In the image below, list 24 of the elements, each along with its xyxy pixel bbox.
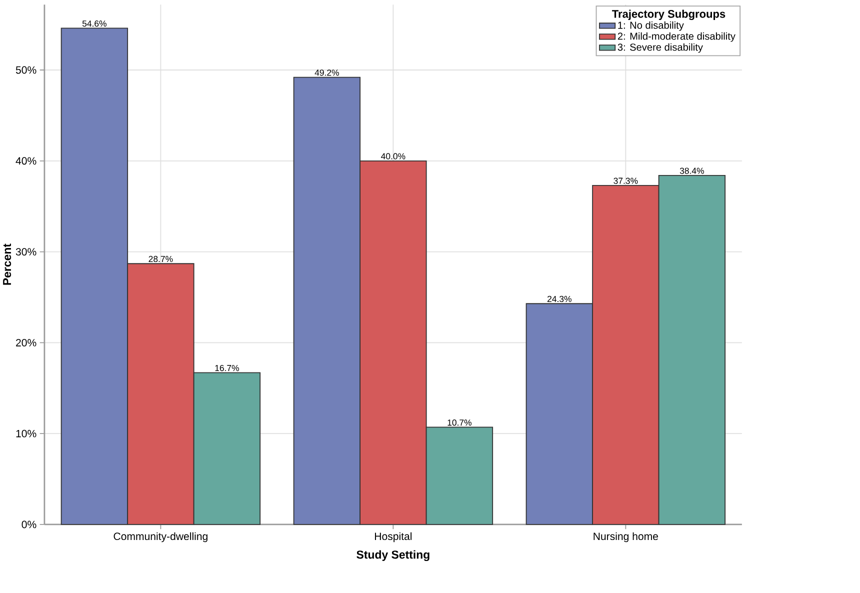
y-tick-label: 50% xyxy=(16,66,36,74)
legend-label: 2: Mild-moderate disability xyxy=(618,32,736,42)
data-label: 10.7% xyxy=(448,420,472,426)
data-label: 54.6% xyxy=(82,20,106,27)
x-tick-label: Nursing home xyxy=(594,532,658,542)
y-axis-title: Percent xyxy=(3,244,12,285)
legend-label: 3: Severe disability xyxy=(618,44,703,53)
data-label: 24.3% xyxy=(548,296,572,302)
x-tick-label: Community-dwelling xyxy=(114,532,208,542)
x-axis-title: Study Setting xyxy=(356,550,430,562)
y-tick-label: 40% xyxy=(16,157,36,165)
data-label: 49.2% xyxy=(314,70,339,76)
x-tick-label: Hospital xyxy=(375,532,412,542)
y-tick-label: 30% xyxy=(16,248,36,256)
data-label: 38.4% xyxy=(680,168,704,174)
data-label: 37.3% xyxy=(614,178,638,184)
data-label: 40.0% xyxy=(381,153,406,160)
y-tick-label: 10% xyxy=(16,430,36,438)
legend-label: 1: No disability xyxy=(618,22,684,31)
legend-title: Trajectory Subgroups xyxy=(612,10,726,20)
y-tick-label: 20% xyxy=(16,339,36,347)
data-label: 16.7% xyxy=(215,365,239,372)
data-label: 28.7% xyxy=(148,256,173,262)
y-tick-label: 0% xyxy=(22,520,36,528)
